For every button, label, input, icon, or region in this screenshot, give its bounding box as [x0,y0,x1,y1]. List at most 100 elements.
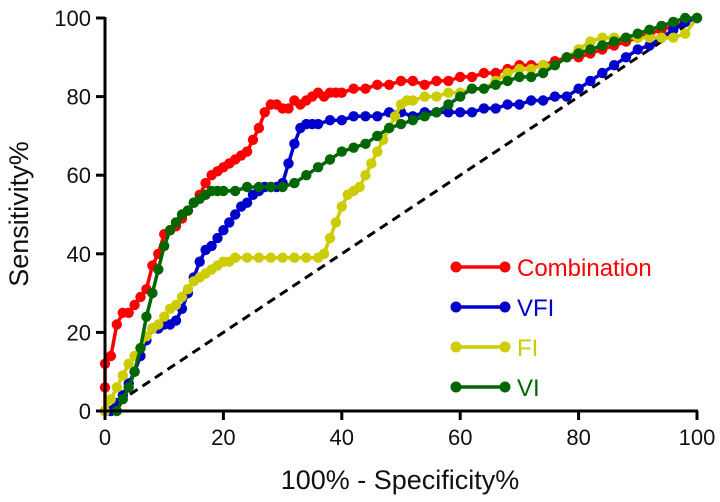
data-point-combination [395,75,407,87]
data-point-vi [443,99,454,110]
data-point-combination [247,134,259,145]
data-point-vfi [585,75,596,87]
data-point-vfi [348,111,359,122]
data-point-vi [668,16,679,28]
data-point-vi [135,342,146,354]
data-point-combination [431,75,442,87]
data-point-vi [419,111,430,122]
data-point-vi [159,240,170,252]
data-point-vfi [212,232,223,244]
data-point-combination [466,71,478,83]
data-point-vfi [241,197,253,208]
data-point-vi [153,264,164,275]
data-point-vfi [478,103,490,114]
data-point-vfi [194,256,205,267]
data-point-vi [312,162,324,173]
data-point-vi [384,122,395,134]
data-point-fi [360,170,371,181]
data-point-fi [111,382,123,393]
data-point-fi [117,370,128,381]
data-point-fi [354,181,365,193]
data-point-combination [384,79,395,91]
data-point-fi [502,67,513,79]
data-point-vfi [289,138,300,149]
data-point-fi [301,252,312,263]
ticks-layer: 0 20 40 60 80 100 0 20 40 60 80 100 [54,6,715,450]
data-point-fi [123,358,134,369]
data-point-fi [668,32,679,43]
data-point-vi [147,287,158,299]
data-point-fi [170,299,182,311]
data-point-vi [680,12,691,24]
y-tick-label: 100 [54,6,91,31]
data-point-vfi [218,225,229,236]
data-point-vfi [526,95,537,106]
x-tick-label: 60 [448,425,472,450]
data-point-vfi [360,111,371,122]
data-point-combination [241,146,253,157]
data-point-vi [502,75,513,87]
data-point-fi [318,248,330,259]
data-point-vi [514,71,525,83]
data-point-vfi [537,95,549,106]
data-point-fi [182,284,194,295]
data-point-combination [443,75,454,87]
data-point-fi [537,59,549,71]
data-point-vfi [372,111,383,122]
data-point-fi [680,28,691,39]
data-point-vi [277,181,288,193]
data-point-vfi [324,115,336,126]
data-point-vi [265,181,276,193]
y-tick-label: 0 [79,399,91,424]
x-tick-label: 0 [99,425,111,450]
data-point-vfi [230,209,241,220]
data-point-vfi [336,115,347,126]
data-point-fi [407,95,418,106]
data-point-fi [389,111,401,122]
legend-swatch-marker [450,261,462,273]
y-axis-title: Sensitivity% [4,141,34,287]
data-point-combination [123,307,134,318]
data-point-fi [241,252,253,263]
legend-swatch-marker [499,381,511,393]
x-tick-label: 80 [566,425,590,450]
data-point-fi [336,201,347,212]
data-point-fi [419,91,430,102]
y-tick-label: 60 [67,163,91,188]
data-point-vfi [206,240,217,252]
data-point-fi [265,252,276,263]
data-point-fi [176,291,188,303]
data-point-vi [549,59,561,71]
legend-item-vi: VI [450,375,540,402]
data-point-vi [170,217,182,228]
data-point-fi [526,63,537,75]
legend-swatch-marker [450,301,462,313]
data-point-vi [431,107,442,118]
x-axis-title: 100% - Specificity% [281,465,520,495]
data-point-vfi [644,40,655,51]
data-point-fi [585,36,596,47]
data-point-combination [419,79,430,91]
data-point-vi [632,28,643,39]
data-point-vfi [455,107,466,118]
data-point-fi [644,32,655,43]
data-point-vi [644,24,655,35]
data-point-vi [608,36,620,47]
legend-label: Combination [517,255,652,282]
data-point-combination [360,83,371,94]
data-point-vi [348,142,359,153]
data-point-vi [372,130,383,142]
data-point-combination [135,291,146,303]
legend-label: VI [517,375,540,402]
data-point-vi [656,20,667,32]
data-point-vfi [561,91,572,102]
data-point-vi [561,52,572,63]
data-point-vfi [224,217,235,228]
data-point-vi [182,205,194,216]
x-tick-label: 100 [679,425,716,450]
legend-label: FI [517,335,538,362]
legend-swatch-marker [499,341,511,353]
x-tick-label: 20 [211,425,235,450]
data-point-vi [466,83,478,94]
data-point-vi [585,44,596,55]
